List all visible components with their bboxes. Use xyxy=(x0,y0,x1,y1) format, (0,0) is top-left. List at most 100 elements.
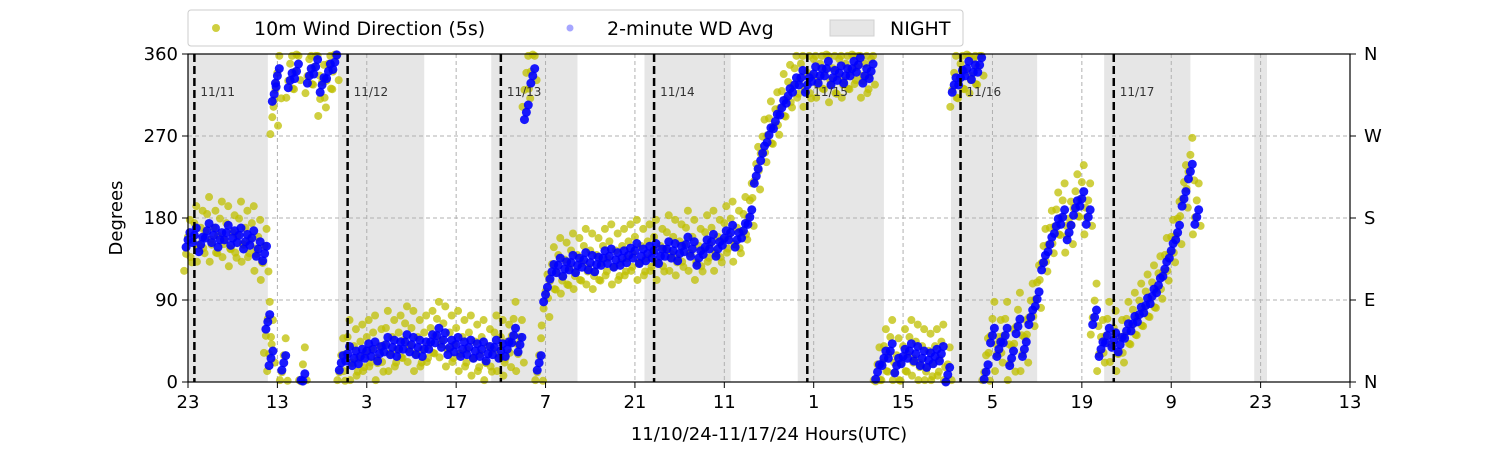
data-point xyxy=(851,67,861,77)
data-point xyxy=(1066,197,1075,206)
data-point xyxy=(519,358,528,367)
data-point xyxy=(466,311,475,320)
data-point xyxy=(1013,321,1023,331)
data-point xyxy=(581,224,590,233)
data-point xyxy=(913,341,923,351)
data-point xyxy=(194,247,204,257)
data-point xyxy=(966,75,976,85)
data-point xyxy=(532,365,542,375)
data-point xyxy=(788,87,798,97)
data-point xyxy=(690,275,699,284)
data-point xyxy=(909,356,919,366)
legend-label-wind-direction: 10m Wind Direction (5s) xyxy=(254,18,485,40)
data-point xyxy=(430,338,440,348)
data-point xyxy=(441,362,450,371)
data-point xyxy=(215,214,224,223)
data-point xyxy=(943,370,953,380)
y-tick-label-left: 270 xyxy=(144,126,178,147)
data-point xyxy=(758,148,768,158)
data-point xyxy=(992,351,1002,361)
data-point xyxy=(821,64,831,74)
data-point xyxy=(262,241,272,251)
data-point xyxy=(990,297,999,306)
data-point xyxy=(358,367,367,376)
data-point xyxy=(1000,331,1010,341)
data-point xyxy=(275,51,284,60)
data-point xyxy=(383,306,392,315)
data-point xyxy=(873,367,883,377)
data-point xyxy=(764,130,774,140)
data-point xyxy=(1058,196,1067,205)
data-point xyxy=(268,113,277,122)
data-point xyxy=(632,239,642,249)
data-point xyxy=(710,266,719,275)
data-point xyxy=(358,320,367,329)
y-tick-label-right: S xyxy=(1364,208,1375,229)
data-point xyxy=(473,367,482,376)
data-point xyxy=(1093,367,1102,376)
data-point xyxy=(500,351,510,361)
data-point xyxy=(938,341,948,351)
data-point xyxy=(415,316,424,325)
data-point xyxy=(689,237,699,247)
data-point xyxy=(1069,210,1079,220)
data-point xyxy=(477,344,487,354)
data-point xyxy=(416,362,425,371)
data-point xyxy=(381,323,390,332)
data-point xyxy=(946,102,955,111)
data-point xyxy=(1179,194,1189,204)
data-point xyxy=(1137,279,1146,288)
data-point xyxy=(249,202,258,211)
data-point xyxy=(868,59,878,69)
data-point xyxy=(1092,279,1101,288)
data-point xyxy=(975,60,985,70)
data-point xyxy=(454,367,463,376)
data-point xyxy=(863,89,872,98)
data-point xyxy=(473,320,482,329)
data-point xyxy=(247,219,256,228)
data-point xyxy=(701,228,710,237)
data-point xyxy=(217,197,226,206)
data-point xyxy=(292,66,302,76)
data-point xyxy=(588,285,597,294)
data-point xyxy=(630,232,639,241)
day-marker-label: 11/14 xyxy=(660,85,695,99)
data-point xyxy=(630,246,640,256)
data-point xyxy=(777,87,786,96)
data-point xyxy=(1009,346,1019,356)
data-point xyxy=(1194,205,1204,215)
data-point xyxy=(1071,187,1080,196)
data-point xyxy=(536,351,546,361)
data-point xyxy=(1058,212,1068,222)
data-point xyxy=(1188,230,1197,239)
data-point xyxy=(542,282,552,292)
data-point xyxy=(369,328,378,337)
data-point xyxy=(1187,159,1197,169)
data-point xyxy=(1019,344,1029,354)
data-point xyxy=(401,319,410,328)
data-point xyxy=(614,275,623,284)
data-point xyxy=(526,78,536,88)
data-point xyxy=(926,329,935,338)
data-point xyxy=(632,215,641,224)
data-point xyxy=(1026,312,1036,322)
data-point xyxy=(317,80,327,90)
data-point xyxy=(266,353,276,363)
data-point xyxy=(1090,296,1099,305)
data-point xyxy=(407,323,416,332)
data-point xyxy=(409,306,418,315)
data-point xyxy=(286,59,295,68)
data-point xyxy=(321,103,330,112)
data-point xyxy=(965,89,974,98)
data-point xyxy=(424,344,434,354)
legend-marker-wd-avg xyxy=(566,24,574,32)
data-point xyxy=(766,97,775,106)
data-point xyxy=(364,316,373,325)
data-point xyxy=(236,197,245,206)
data-point xyxy=(556,289,565,298)
data-point xyxy=(202,226,212,236)
data-point xyxy=(438,335,448,345)
data-point xyxy=(196,239,206,249)
data-point xyxy=(901,367,910,376)
